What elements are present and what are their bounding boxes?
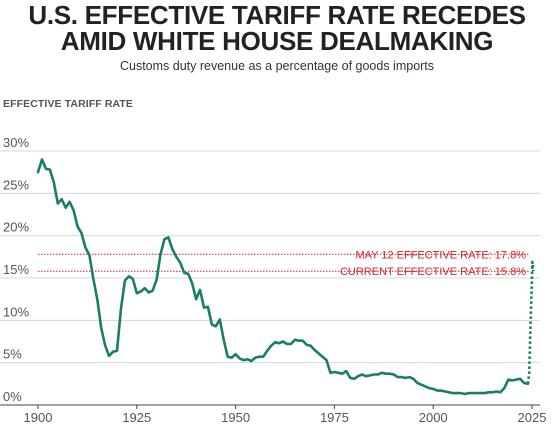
x-tick-label: 2025 (518, 410, 547, 425)
y-axis-label: EFFECTIVE TARIFF RATE (3, 98, 134, 110)
y-tick-label: 25% (3, 177, 29, 192)
chart-title-line1: U.S. EFFECTIVE TARIFF RATE RECEDES (28, 0, 526, 30)
x-tick-label: 1975 (320, 410, 349, 425)
y-tick-label: 15% (3, 262, 29, 277)
chart-title-line2: AMID WHITE HOUSE DEALMAKING (60, 26, 494, 56)
x-tick-label: 1950 (221, 410, 250, 425)
y-tick-label: 10% (3, 304, 29, 319)
annotation-label: CURRENT EFFECTIVE RATE: 15.8% (340, 266, 526, 278)
series-line-history (36, 158, 530, 396)
y-tick-label: 0% (3, 389, 22, 404)
x-tick-label: 1900 (24, 410, 53, 425)
series-line-projection (526, 260, 535, 384)
x-tick-label: 2000 (419, 410, 448, 425)
y-tick-label: 5% (3, 347, 22, 362)
x-tick-label: 1925 (122, 410, 151, 425)
y-tick-label: 30% (3, 135, 29, 150)
annotation-label: MAY 12 EFFECTIVE RATE: 17.8% (355, 249, 526, 261)
y-tick-label: 20% (3, 220, 29, 235)
chart-subtitle: Customs duty revenue as a percentage of … (119, 59, 435, 73)
